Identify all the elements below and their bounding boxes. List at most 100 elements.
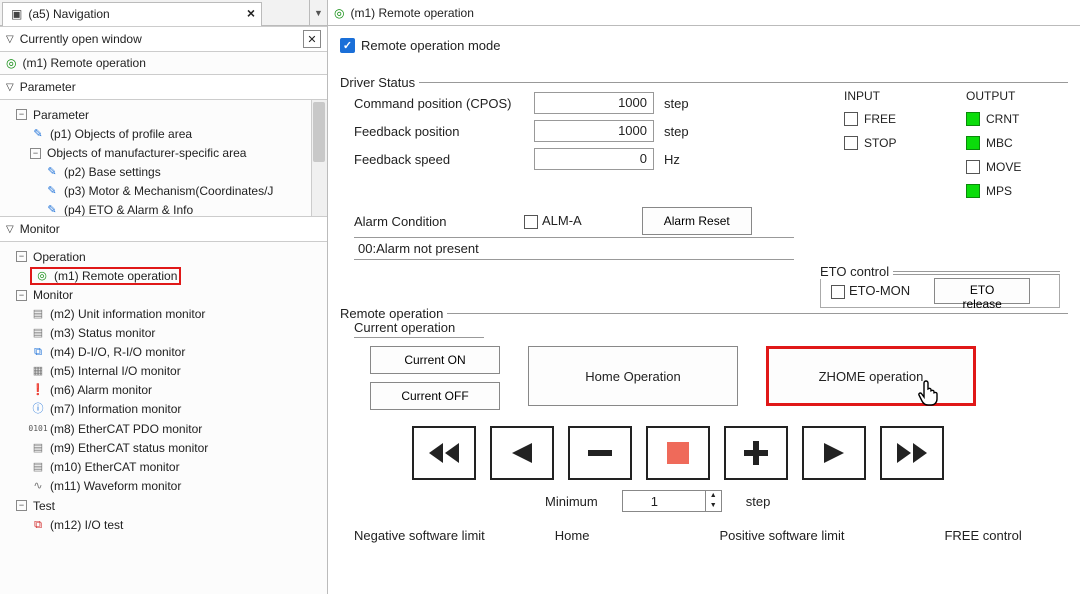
tree-node-operation[interactable]: −Operation	[16, 248, 86, 266]
tree-node-m1[interactable]: ◎(m1) Remote operation	[30, 267, 181, 285]
doc-icon: ✎	[44, 203, 60, 216]
nav-tab-title: (a5) Navigation	[28, 7, 109, 21]
minimum-spinner[interactable]: 1 ▲▼	[622, 490, 722, 512]
tree-node-p4[interactable]: ✎(p4) ETO & Alarm & Info	[44, 201, 193, 216]
eto-title: ETO control	[820, 264, 893, 279]
chevron-down-icon: ▽	[6, 82, 14, 93]
doc-icon: ✎	[44, 184, 60, 198]
spin-up-icon[interactable]: ▲	[706, 491, 721, 501]
output-mbc: MBC	[966, 133, 1058, 153]
alm-a-indicator: ALM-A	[524, 213, 582, 229]
scrollbar[interactable]	[311, 100, 327, 216]
input-free: FREE	[844, 109, 936, 129]
input-stop: STOP	[844, 133, 936, 153]
output-move: MOVE	[966, 157, 1058, 177]
current-off-button[interactable]: Current OFF	[370, 382, 500, 410]
tree-node-m8[interactable]: 0101(m8) EtherCAT PDO monitor	[30, 420, 202, 438]
close-icon[interactable]: ×	[247, 5, 255, 21]
nav-tab[interactable]: ▣ (a5) Navigation ×	[2, 2, 262, 26]
excel-export-icon[interactable]: ✕	[303, 30, 321, 48]
io-icon: ▦	[30, 364, 46, 378]
scroll-thumb[interactable]	[313, 102, 325, 162]
section-monitor[interactable]: ▽ Monitor	[0, 216, 327, 242]
remote-op-title: Remote operation	[340, 306, 447, 321]
main-tab-title: (m1) Remote operation	[350, 6, 473, 20]
chevron-down-icon: ▽	[6, 224, 14, 235]
current-op-title: Current operation	[354, 320, 461, 335]
eto-mon-indicator: ETO-MON	[831, 283, 910, 299]
eto-release-button[interactable]: ETO release	[934, 278, 1030, 304]
tree-node-m9[interactable]: ▤(m9) EtherCAT status monitor	[30, 439, 208, 457]
tree-node-p3[interactable]: ✎(p3) Motor & Mechanism(Coordinates/J	[44, 182, 273, 200]
tree-node-monitor[interactable]: −Monitor	[16, 286, 73, 304]
fast-rewind-button[interactable]	[412, 426, 476, 480]
main-pane: ◎ (m1) Remote operation Remote operation…	[328, 0, 1080, 594]
tree-node-manufacturer[interactable]: −Objects of manufacturer-specific area	[30, 144, 246, 162]
step-forward-button[interactable]	[802, 426, 866, 480]
eto-control-group: ETO control ETO-MON ETO release	[820, 256, 1060, 308]
stop-button[interactable]	[646, 426, 710, 480]
minus-button[interactable]	[568, 426, 632, 480]
main-content: Remote operation mode Driver Status Comm…	[328, 26, 1080, 594]
waveform-icon: ∿	[30, 479, 46, 493]
section-label: Parameter	[20, 80, 76, 94]
neg-limit-label: Negative software limit	[354, 528, 485, 543]
fast-forward-button[interactable]	[880, 426, 944, 480]
chevron-down-icon: ▽	[6, 34, 14, 45]
tree-node-p1[interactable]: ✎(p1) Objects of profile area	[30, 125, 192, 143]
doc-icon: ✎	[30, 127, 46, 141]
remote-op-icon: ◎	[34, 269, 50, 283]
ethercat-icon: ▤	[30, 460, 46, 474]
remote-operation-group: Remote operation Current operation Curre…	[340, 298, 1068, 543]
home-label: Home	[555, 528, 590, 543]
output-mps: MPS	[966, 181, 1058, 201]
minimum-row: Minimum 1 ▲▼ step	[545, 490, 1068, 512]
step-back-button[interactable]	[490, 426, 554, 480]
info-icon: ⓘ	[30, 402, 46, 416]
tree-node-m7[interactable]: ⓘ(m7) Information monitor	[30, 400, 181, 418]
tree-node-parameter[interactable]: −Parameter	[16, 106, 89, 124]
open-window-item[interactable]: ◎ (m1) Remote operation	[0, 52, 327, 74]
val-cpos: 1000	[534, 92, 654, 114]
tree-node-m10[interactable]: ▤(m10) EtherCAT monitor	[30, 458, 180, 476]
row-cpos: Command position (CPOS) 1000 step	[354, 89, 774, 117]
navigation-pane: ▣ (a5) Navigation × ▼ ▽ Currently open w…	[0, 0, 328, 594]
tree-node-m12[interactable]: ⧉(m12) I/O test	[30, 516, 123, 534]
tree-node-m11[interactable]: ∿(m11) Waveform monitor	[30, 477, 181, 495]
alarm-icon: ❗	[30, 383, 46, 397]
remote-op-icon: ◎	[6, 56, 16, 70]
tree-node-m5[interactable]: ▦(m5) Internal I/O monitor	[30, 362, 181, 380]
remote-mode-label: Remote operation mode	[361, 38, 500, 53]
iotest-icon: ⧉	[30, 518, 46, 532]
tree-node-m6[interactable]: ❗(m6) Alarm monitor	[30, 381, 152, 399]
alarm-status-text: 00:Alarm not present	[354, 237, 794, 260]
status-icon: ▤	[30, 441, 46, 455]
tree-node-m2[interactable]: ▤(m2) Unit information monitor	[30, 305, 205, 323]
remote-mode-checkbox[interactable]: Remote operation mode	[340, 38, 1068, 53]
window-stack-icon: ▣	[11, 7, 22, 21]
remote-op-icon: ◎	[334, 6, 344, 20]
spin-down-icon[interactable]: ▼	[706, 501, 721, 511]
val-fbpos: 1000	[534, 120, 654, 142]
section-label: Currently open window	[20, 32, 142, 46]
alarm-reset-button[interactable]: Alarm Reset	[642, 207, 752, 235]
output-column: OUTPUT CRNT MBC MOVE MPS	[966, 89, 1058, 201]
plus-button[interactable]	[724, 426, 788, 480]
doc-icon: ✎	[44, 165, 60, 179]
current-on-button[interactable]: Current ON	[370, 346, 500, 374]
tree-node-test[interactable]: −Test	[16, 497, 55, 515]
output-crnt: CRNT	[966, 109, 1058, 129]
tab-dropdown-icon[interactable]: ▼	[309, 0, 327, 25]
operation-buttons-row: Current ON Current OFF Home Operation ZH…	[370, 346, 1068, 410]
tree-node-p2[interactable]: ✎(p2) Base settings	[44, 163, 161, 181]
driver-status-readouts: Command position (CPOS) 1000 step Feedba…	[354, 89, 774, 173]
tree-node-m3[interactable]: ▤(m3) Status monitor	[30, 324, 155, 342]
section-open-window[interactable]: ▽ Currently open window ✕	[0, 26, 327, 52]
checkbox-checked-icon	[340, 38, 355, 53]
home-operation-button[interactable]: Home Operation	[528, 346, 738, 406]
tree-node-m4[interactable]: ⧉(m4) D-I/O, R-I/O monitor	[30, 343, 185, 361]
zhome-operation-button[interactable]: ZHOME operation	[766, 346, 976, 406]
val-fbspd: 0	[534, 148, 654, 170]
driver-status-title: Driver Status	[340, 75, 419, 90]
section-parameter[interactable]: ▽ Parameter	[0, 74, 327, 100]
